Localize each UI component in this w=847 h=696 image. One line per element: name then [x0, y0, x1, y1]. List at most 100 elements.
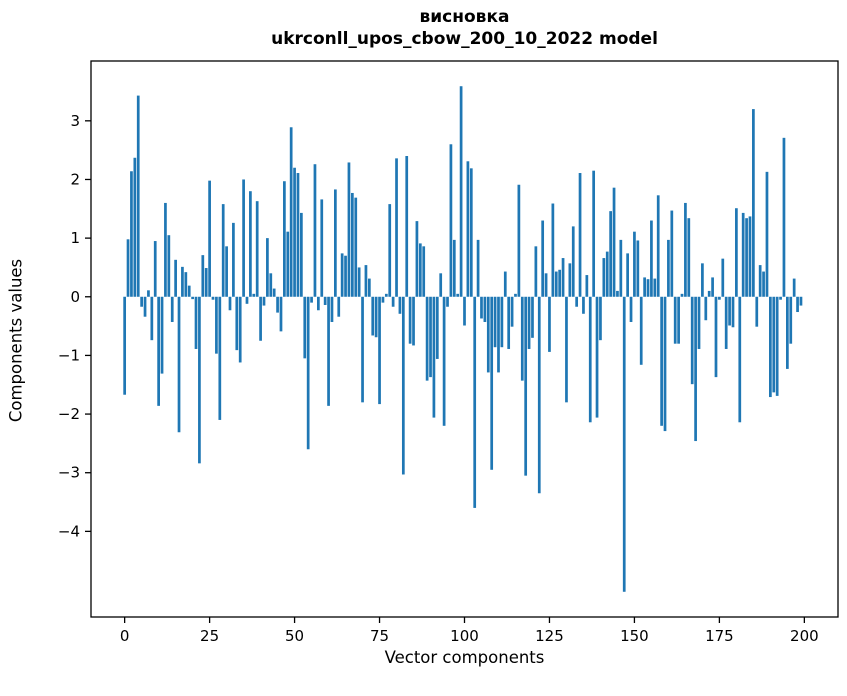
bar: [690, 296, 694, 385]
bar: [514, 293, 517, 297]
bar: [667, 239, 670, 297]
bar: [405, 156, 409, 297]
y-tick-label: 2: [70, 170, 80, 188]
bar: [660, 296, 663, 426]
bar: [575, 296, 579, 307]
y-tick-label: −3: [58, 464, 80, 482]
bar: [677, 296, 680, 344]
bar: [643, 277, 646, 297]
bar: [480, 296, 483, 319]
bar: [317, 296, 320, 311]
bar: [143, 296, 147, 317]
bar: [497, 296, 500, 373]
bar: [228, 296, 232, 311]
x-axis-label: Vector components: [384, 648, 545, 667]
bar: [687, 218, 691, 297]
bar: [622, 296, 626, 592]
bar: [510, 296, 514, 327]
bar: [626, 253, 629, 297]
bar: [748, 216, 752, 297]
x-tick-label: 0: [120, 627, 130, 645]
bar: [571, 226, 575, 297]
bar: [483, 296, 487, 322]
bar: [283, 181, 286, 297]
bar: [204, 268, 208, 297]
bar: [160, 296, 164, 374]
bar: [500, 296, 504, 348]
bar: [633, 231, 636, 297]
bar: [646, 279, 650, 297]
bars-group: [123, 86, 803, 592]
bar: [752, 109, 755, 297]
bar: [755, 296, 759, 327]
bar: [187, 285, 191, 297]
bar: [762, 271, 765, 297]
bar: [728, 296, 731, 326]
chart-subtitle: ukrconll_upos_cbow_200_10_2022 model: [271, 29, 658, 49]
bar: [300, 212, 303, 297]
x-tick-label: 200: [790, 627, 819, 645]
bar: [656, 195, 660, 297]
x-tick-label: 50: [285, 627, 304, 645]
bar: [456, 293, 460, 297]
bar: [782, 137, 786, 297]
bar: [738, 296, 742, 423]
bar: [262, 296, 266, 306]
bar: [707, 290, 711, 297]
bar: [269, 273, 273, 297]
bar: [680, 293, 684, 297]
bar: [136, 95, 140, 297]
bar: [310, 296, 313, 303]
bar: [367, 278, 371, 297]
bar: [425, 296, 429, 381]
bar: [401, 296, 405, 475]
bar: [123, 296, 127, 395]
bar: [582, 296, 585, 314]
y-tick-label: 0: [70, 288, 80, 306]
bar: [578, 173, 582, 297]
bar: [531, 296, 534, 338]
x-tick-label: 150: [620, 627, 649, 645]
bar: [653, 278, 657, 297]
bar: [612, 187, 616, 297]
bar: [364, 265, 368, 297]
bar: [724, 296, 728, 349]
bar: [745, 218, 748, 297]
bar: [167, 235, 171, 297]
bar: [289, 127, 293, 297]
bar: [796, 296, 799, 313]
bar: [344, 255, 347, 297]
y-tick-label: 3: [70, 112, 80, 130]
bar: [469, 168, 473, 297]
bar: [565, 296, 568, 403]
bar: [507, 296, 511, 349]
bar: [201, 255, 205, 297]
x-tick-label: 175: [705, 627, 734, 645]
bar: [466, 161, 470, 297]
bar: [354, 197, 358, 297]
bar: [422, 246, 426, 297]
bar: [177, 296, 181, 433]
bar: [568, 263, 572, 297]
x-tick-label: 75: [370, 627, 389, 645]
bar: [340, 253, 344, 297]
bar: [313, 164, 317, 297]
bar: [548, 296, 551, 352]
bar: [592, 170, 596, 297]
bar: [412, 296, 415, 346]
bar: [418, 243, 422, 297]
bar: [534, 246, 538, 297]
bar: [211, 296, 215, 300]
bar: [602, 258, 606, 297]
bar: [293, 167, 296, 297]
bar: [279, 296, 283, 332]
bar: [215, 296, 218, 354]
chart-title-block: висновка ukrconll_upos_cbow_200_10_2022 …: [91, 6, 838, 50]
bar: [561, 258, 565, 297]
bar: [327, 296, 330, 406]
bar: [711, 277, 714, 297]
bar: [157, 296, 160, 406]
bar: [395, 158, 398, 297]
bar: [701, 263, 704, 297]
